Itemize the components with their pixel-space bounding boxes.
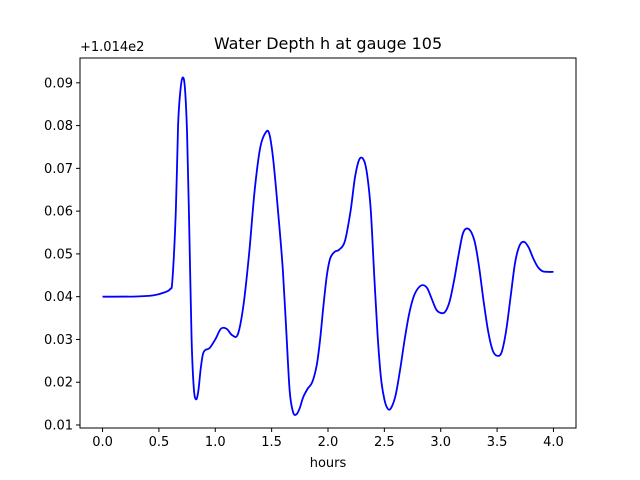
y-tick-label: 0.06 bbox=[44, 205, 73, 220]
y-tick-label: 0.05 bbox=[44, 247, 73, 262]
y-tick-label: 0.01 bbox=[44, 419, 73, 434]
series-layer bbox=[102, 76, 554, 416]
x-tick-label: 1.0 bbox=[205, 435, 226, 450]
y-tick-label: 0.03 bbox=[44, 333, 73, 348]
y-tick-label: 0.08 bbox=[44, 119, 73, 134]
x-axis-ticks: 0.0 0.5 1.0 1.5 2.0 2.5 3.0 3.5 4.0 bbox=[92, 428, 564, 450]
plot-area-frame bbox=[79, 57, 577, 429]
x-tick-label: 2.5 bbox=[374, 435, 395, 450]
chart-title: Water Depth h at gauge 105 bbox=[214, 34, 442, 53]
y-tick-label: 0.02 bbox=[44, 376, 73, 391]
x-tick-label: 0.0 bbox=[92, 435, 113, 450]
x-axis-label: hours bbox=[310, 456, 347, 471]
x-tick-label: 1.5 bbox=[261, 435, 282, 450]
y-axis-ticks: 0.01 0.02 0.03 0.04 0.05 0.06 0.07 0.08 0.09 bbox=[44, 76, 80, 434]
x-tick-label: 4.0 bbox=[543, 435, 564, 450]
series-line-0 bbox=[102, 76, 554, 416]
y-offset-label: +1.014e2 bbox=[80, 40, 144, 55]
y-tick-label: 0.09 bbox=[44, 76, 73, 91]
x-tick-label: 2.0 bbox=[318, 435, 339, 450]
x-tick-label: 3.0 bbox=[430, 435, 451, 450]
x-tick-label: 0.5 bbox=[149, 435, 170, 450]
y-tick-label: 0.07 bbox=[44, 162, 73, 177]
x-tick-label: 3.5 bbox=[487, 435, 508, 450]
y-tick-label: 0.04 bbox=[44, 290, 73, 305]
